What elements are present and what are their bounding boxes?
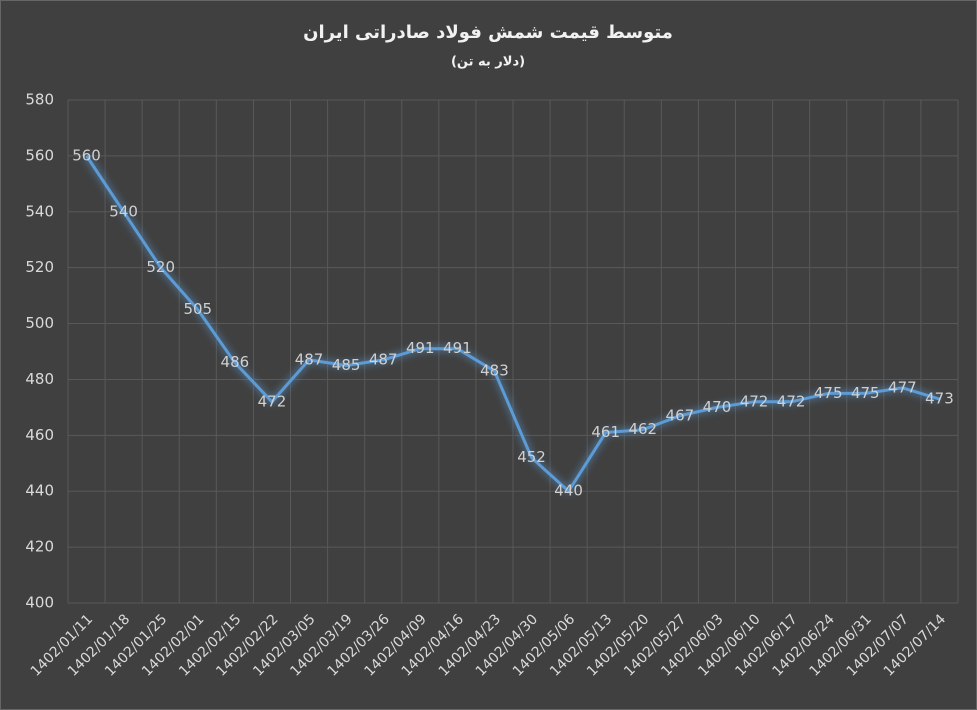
y-tick-label: 460 xyxy=(25,426,54,444)
data-label: 467 xyxy=(666,406,695,424)
data-label: 472 xyxy=(258,392,287,410)
data-label: 472 xyxy=(777,392,806,410)
chart-subtitle: (دلار به تن) xyxy=(451,55,525,70)
data-label: 486 xyxy=(221,353,250,371)
data-label: 470 xyxy=(703,398,732,416)
data-label: 472 xyxy=(740,392,769,410)
data-label: 540 xyxy=(109,202,138,220)
y-tick-label: 480 xyxy=(25,370,54,388)
y-tick-label: 420 xyxy=(25,538,54,556)
data-label: 477 xyxy=(888,378,917,396)
data-label: 487 xyxy=(295,350,324,368)
data-label: 440 xyxy=(554,482,583,500)
data-label: 491 xyxy=(406,339,435,357)
y-tick-label: 560 xyxy=(25,146,54,164)
data-label: 475 xyxy=(851,384,880,402)
y-tick-label: 440 xyxy=(25,482,54,500)
data-label: 475 xyxy=(814,384,843,402)
data-label: 560 xyxy=(72,146,101,164)
data-label: 505 xyxy=(183,300,212,318)
y-tick-label: 520 xyxy=(25,258,54,276)
chart-title: متوسط قیمت شمش فولاد صادراتی ایران xyxy=(303,22,673,43)
line xyxy=(85,155,940,493)
data-label: 520 xyxy=(146,258,175,276)
data-label: 461 xyxy=(591,423,620,441)
y-tick-label: 580 xyxy=(25,91,54,109)
data-label: 452 xyxy=(517,448,546,466)
data-label: 462 xyxy=(628,420,657,438)
data-label: 473 xyxy=(925,390,954,408)
y-tick-label: 540 xyxy=(25,202,54,220)
data-label: 491 xyxy=(443,339,472,357)
data-label: 485 xyxy=(332,356,361,374)
y-tick-label: 400 xyxy=(25,594,54,612)
y-tick-label: 500 xyxy=(25,314,54,332)
data-label: 487 xyxy=(369,350,398,368)
data-label: 483 xyxy=(480,362,509,380)
